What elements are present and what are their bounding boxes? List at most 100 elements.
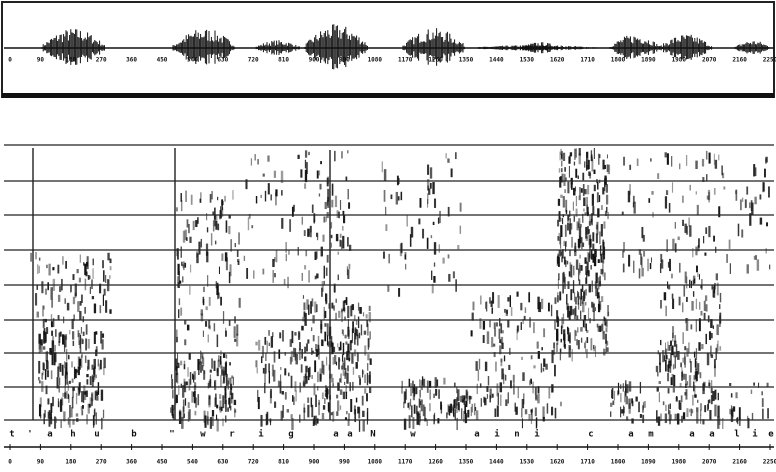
spectrogram-speckle (584, 318, 586, 329)
spectrogram-speckle (599, 154, 601, 159)
spectrogram-speckle (369, 358, 372, 365)
spectrogram-speckle (225, 415, 227, 423)
spectrogram-speckle (454, 409, 456, 421)
spectrogram-speckle (562, 271, 565, 283)
spectrogram-speckle (299, 414, 301, 423)
spectrogram-speckle (64, 361, 66, 369)
spectrogram-speckle (362, 419, 365, 432)
spectrogram-speckle (216, 404, 219, 409)
spectrogram-speckle (712, 391, 715, 402)
spectrogram-speckle (87, 366, 89, 371)
spectrogram-speckle (419, 198, 422, 208)
spectrogram-speckle (366, 372, 369, 386)
spectrogram-speckle (665, 348, 668, 360)
spectrogram-speckle (504, 308, 506, 313)
spectrogram-speckle (57, 315, 60, 320)
spectrogram-speckle (306, 376, 308, 384)
spectrogram-speckle (426, 237, 429, 249)
spectrogram-speckle (677, 236, 680, 241)
spectrogram-speckle (191, 391, 194, 403)
spectrogram-speckle (713, 188, 716, 195)
spectrogram-speckle (418, 398, 421, 408)
spectrogram-speckle (284, 368, 287, 376)
spectrogram-speckle (182, 399, 185, 413)
spectrogram-speckle (730, 393, 733, 398)
spectrogram-speckle (175, 336, 179, 343)
spectrogram-speckle (580, 265, 583, 271)
spectrogram-speckle (262, 367, 265, 374)
spectrogram-speckle (759, 194, 762, 200)
spectrogram-speckle (68, 394, 70, 403)
spectrogram-speckle (464, 404, 466, 415)
spectrogram-speckle (466, 392, 468, 405)
spectrogram-speckle (461, 395, 464, 402)
spectrogram-speckle (676, 413, 680, 425)
spectrogram-speckle (465, 412, 468, 423)
segment-label: ' (27, 430, 32, 440)
spectrogram-speckle (448, 408, 451, 416)
spectrogram-speckle (604, 210, 607, 217)
spectrogram-speckle (494, 328, 497, 337)
spectrogram-speckle (78, 333, 81, 346)
segment-label: g (288, 430, 293, 440)
spectrogram-speckle (465, 400, 468, 408)
spectrogram-speckle (708, 399, 711, 404)
spectrogram-speckle (702, 177, 705, 183)
spectrogram-area (4, 145, 774, 420)
spectrogram-speckle (655, 365, 659, 373)
spectrogram-speckle (705, 227, 708, 234)
spectrogram-speckle (91, 279, 93, 290)
spectrogram-speckle (453, 399, 456, 408)
spectrogram-speckle (625, 396, 628, 405)
spectrogram-speckle (348, 350, 351, 360)
spectrogram-speckle (80, 294, 83, 303)
spectrogram-speckle (697, 244, 700, 252)
spectrogram-speckle (470, 330, 473, 337)
spectrogram-speckle (556, 333, 559, 345)
spectrogram-speckle (196, 253, 199, 264)
spectrogram-speckle (574, 249, 577, 257)
spectrogram-speckle (45, 351, 47, 362)
spectrogram-speckle (272, 258, 275, 268)
spectrogram-speckle (508, 364, 511, 370)
spectrogram-speckle (521, 408, 523, 418)
spectrogram-speckle (696, 407, 699, 413)
spectrogram-speckle (319, 183, 322, 190)
spectrogram-speckle (695, 160, 698, 170)
waveform-tick-label: 1350 (459, 57, 474, 64)
spectrogram-speckle (339, 233, 342, 238)
spectrogram-speckle (304, 159, 307, 169)
spectrogram-speckle (580, 188, 583, 193)
spectrogram-speckle (316, 232, 319, 237)
spectrogram-speckle (632, 195, 635, 204)
segment-label: b (131, 430, 137, 440)
segment-label: e (768, 430, 774, 440)
spectrogram-speckle (578, 268, 580, 281)
spectrogram-speckle (581, 295, 584, 305)
spectrogram-speckle (311, 350, 315, 354)
spectrogram-speckle (713, 235, 715, 242)
spectrogram-speckle (593, 347, 595, 352)
spectrogram-speckle (64, 367, 67, 379)
spectrogram-speckle (545, 363, 548, 370)
spectrogram-speckle (290, 375, 293, 389)
spectrogram-speckle (473, 403, 476, 416)
spectrogram-speckle (95, 374, 97, 379)
spectrogram-speckle (606, 206, 608, 213)
spectrogram-speckle (233, 399, 237, 406)
spectrogram-speckle (333, 305, 335, 311)
spectrogram-speckle (362, 312, 365, 317)
spectrogram-speckle (51, 353, 54, 366)
spectrogram-speckle (101, 333, 105, 338)
spectrogram-speckle (542, 367, 545, 372)
spectrogram-speckle (333, 346, 336, 353)
spectrogram-speckle (304, 312, 307, 326)
spectrogram-speckle (230, 393, 233, 404)
spectrogram-speckle (607, 164, 611, 175)
spectrogram-speckle (555, 343, 558, 352)
spectrogram-speckle (433, 276, 436, 283)
spectrogram-speckle (339, 239, 342, 247)
spectrogram-speckle (638, 249, 642, 255)
spectrogram-speckle (617, 382, 620, 395)
spectrogram-speckle (561, 256, 563, 263)
